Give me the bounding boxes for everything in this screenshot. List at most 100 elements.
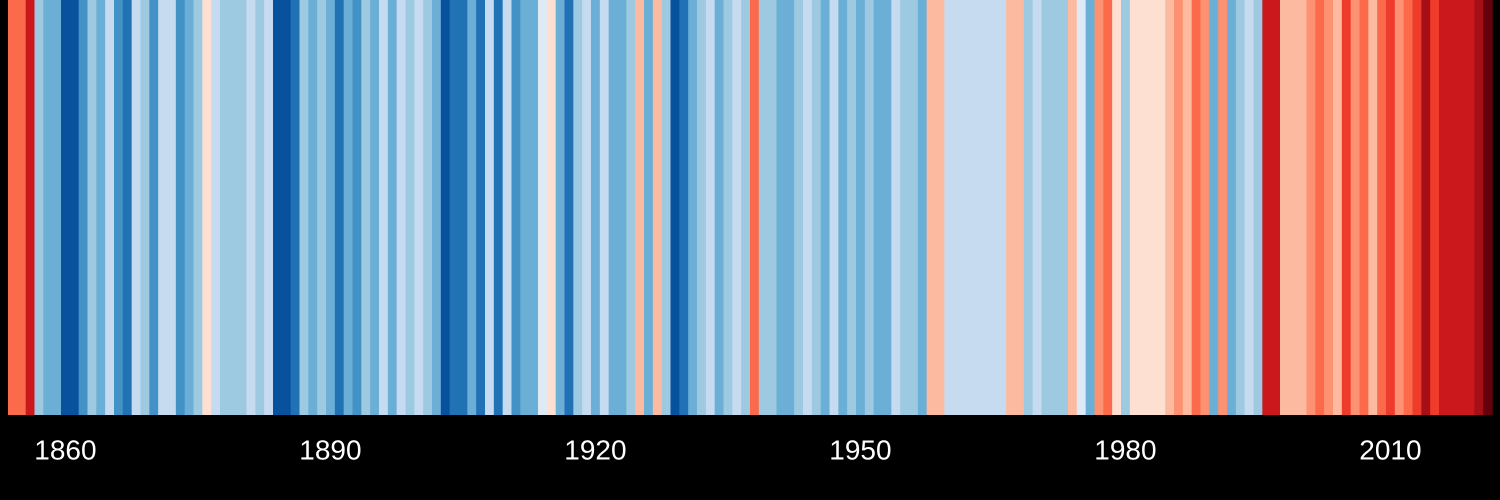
stripe	[1085, 0, 1096, 415]
stripe	[220, 0, 230, 415]
stripe	[599, 0, 610, 415]
stripe	[1235, 0, 1246, 415]
stripe	[1377, 0, 1387, 415]
stripe	[326, 0, 336, 415]
stripe	[1050, 0, 1060, 415]
stripe	[1324, 0, 1334, 415]
stripe	[1394, 0, 1405, 415]
stripe	[1041, 0, 1051, 415]
stripe	[970, 0, 981, 415]
stripe	[308, 0, 318, 415]
stripe	[935, 0, 945, 415]
stripe	[564, 0, 574, 415]
stripe	[1341, 0, 1352, 415]
stripe	[281, 0, 292, 415]
stripe	[582, 0, 592, 415]
stripe	[1253, 0, 1263, 415]
x-tick-label: 2010	[1359, 434, 1421, 465]
stripe	[520, 0, 530, 415]
stripe	[758, 0, 769, 415]
stripe	[370, 0, 380, 415]
stripe	[538, 0, 548, 415]
stripe	[1023, 0, 1034, 415]
stripe	[1068, 0, 1078, 415]
stripe	[114, 0, 124, 415]
stripe	[485, 0, 495, 415]
stripe	[988, 0, 998, 415]
stripe	[626, 0, 636, 415]
stripe	[635, 0, 645, 415]
stripe	[529, 0, 539, 415]
stripe	[723, 0, 733, 415]
stripe	[1271, 0, 1281, 415]
x-tick-label: 1890	[299, 434, 361, 465]
stripe	[1474, 0, 1484, 415]
stripe	[1447, 0, 1458, 415]
stripe	[979, 0, 990, 415]
stripe	[1465, 0, 1475, 415]
stripe	[414, 0, 424, 415]
stripe	[467, 0, 477, 415]
stripe	[1244, 0, 1255, 415]
stripe	[573, 0, 583, 415]
stripe	[440, 0, 451, 415]
stripe	[184, 0, 195, 415]
stripe	[838, 0, 848, 415]
stripe	[361, 0, 371, 415]
stripe	[714, 0, 725, 415]
stripe	[803, 0, 813, 415]
stripe	[352, 0, 362, 415]
stripe	[900, 0, 910, 415]
stripe	[432, 0, 442, 415]
stripe	[1165, 0, 1175, 415]
stripe	[502, 0, 513, 415]
stripe	[555, 0, 566, 415]
stripe	[78, 0, 89, 415]
stripe	[1156, 0, 1166, 415]
stripe	[1297, 0, 1308, 415]
stripe	[997, 0, 1007, 415]
stripe	[652, 0, 663, 415]
stripe	[1209, 0, 1219, 415]
stripe	[670, 0, 680, 415]
stripe	[1315, 0, 1325, 415]
x-tick-label: 1860	[34, 434, 96, 465]
stripe	[1350, 0, 1361, 415]
stripe	[343, 0, 354, 415]
stripe	[546, 0, 557, 415]
stripe	[43, 0, 53, 415]
stripe	[273, 0, 283, 415]
stripe	[69, 0, 80, 415]
stripe	[1112, 0, 1122, 415]
stripe	[122, 0, 133, 415]
stripe	[1368, 0, 1378, 415]
stripe	[591, 0, 601, 415]
stripe	[52, 0, 62, 415]
stripe	[1421, 0, 1431, 415]
stripe	[1386, 0, 1396, 415]
stripe	[105, 0, 115, 415]
stripe	[1333, 0, 1343, 415]
stripe	[237, 0, 248, 415]
stripe	[299, 0, 309, 415]
stripe	[334, 0, 345, 415]
stripe	[785, 0, 795, 415]
stripe	[882, 0, 892, 415]
stripe	[317, 0, 327, 415]
stripe	[811, 0, 822, 415]
stripe	[131, 0, 142, 415]
stripe	[228, 0, 239, 415]
stripe	[962, 0, 972, 415]
stripe	[1015, 0, 1025, 415]
stripe	[167, 0, 177, 415]
stripe	[246, 0, 256, 415]
stripe	[458, 0, 468, 415]
stripe	[25, 0, 36, 415]
stripe	[405, 0, 415, 415]
stripe	[1174, 0, 1184, 415]
stripe	[944, 0, 954, 415]
stripe	[1076, 0, 1087, 415]
stripe	[1403, 0, 1414, 415]
stripe	[1456, 0, 1467, 415]
